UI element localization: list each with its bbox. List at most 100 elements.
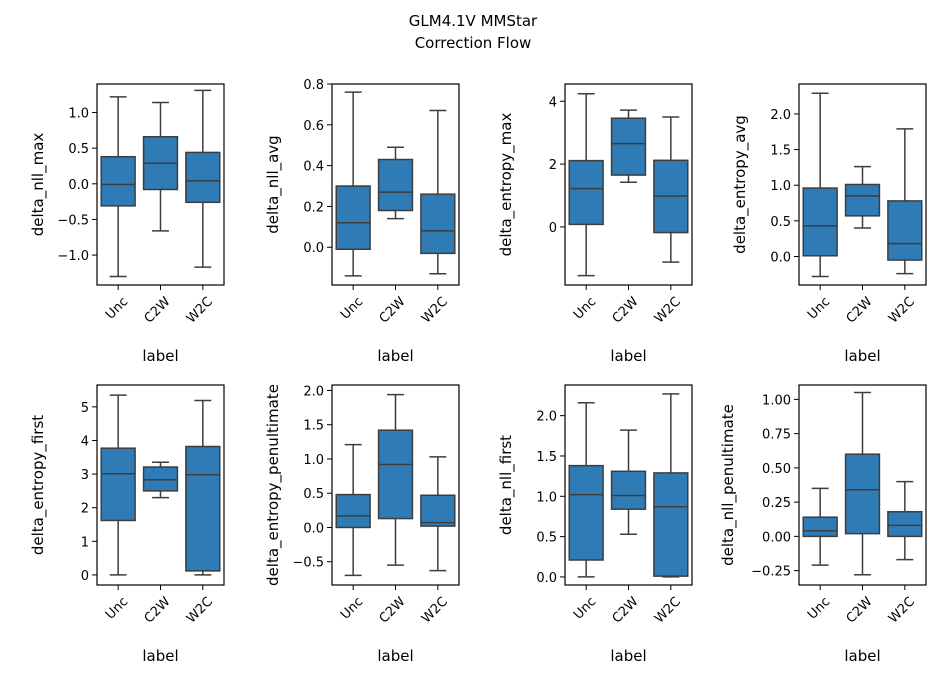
box-unc	[335, 443, 371, 577]
subplot-delta-nll-penultimate: −0.25 0.00 0.25 0.50 0.75 1.00 Unc C2W W2C label d…	[719, 384, 927, 665]
x-tick-label: W2C	[184, 294, 216, 326]
y-tick-label: 1.0	[68, 107, 89, 122]
y-axis-label: delta_entropy_max	[497, 113, 516, 257]
y-tick-label: 0.5	[770, 215, 791, 230]
x-axis-label: label	[142, 347, 178, 365]
y-axis-label: delta_nll_penultimate	[719, 404, 738, 566]
iqr-box	[335, 185, 371, 251]
x-tick-label: W2C	[652, 294, 684, 326]
y-tick-label: 1.00	[762, 393, 791, 408]
y-tick-label: −0.5	[57, 213, 89, 228]
iqr-box	[377, 158, 414, 212]
box-c2w	[377, 393, 414, 566]
y-tick-label: 5	[81, 401, 89, 416]
box-c2w	[377, 146, 414, 220]
y-tick-label: 1.0	[536, 490, 557, 505]
x-axis-label: label	[844, 647, 880, 665]
x-tick-label: C2W	[142, 294, 174, 326]
x-axis-label: label	[377, 347, 413, 365]
iqr-box	[100, 155, 136, 207]
y-tick-label: 4	[81, 434, 89, 449]
iqr-box	[377, 429, 414, 520]
iqr-box	[568, 159, 604, 226]
y-tick-label: 0.0	[68, 178, 89, 193]
y-tick-label: 0	[549, 221, 557, 236]
x-tick-label: Unc	[571, 594, 599, 622]
subplot-delta-entropy-max: 0 2 4 Unc C2W W2C label delta_entropy_max	[497, 83, 693, 365]
y-tick-label: 2.0	[536, 410, 557, 425]
iqr-box	[802, 187, 838, 257]
box-unc	[335, 91, 371, 277]
x-tick-label: W2C	[886, 594, 918, 626]
box-unc	[802, 487, 838, 566]
subplot-delta-nll-avg: 0.0 0.2 0.4 0.6 0.8 Unc C2W W2C label delta_nll_a…	[264, 78, 460, 365]
x-tick-label: C2W	[610, 294, 642, 326]
iqr-box	[610, 117, 647, 176]
y-tick-label: 0.0	[536, 571, 557, 586]
box-w2c	[887, 128, 923, 275]
y-tick-label: 0.5	[68, 142, 89, 157]
y-tick-label: 1.5	[303, 419, 324, 434]
y-tick-label: 0.0	[303, 241, 324, 256]
y-axis-label: delta_nll_first	[497, 435, 516, 535]
iqr-box	[100, 447, 136, 522]
box-c2w	[610, 109, 647, 184]
box-c2w	[844, 391, 881, 576]
x-axis-label: label	[610, 347, 646, 365]
subplot-delta-entropy-first: 0 1 2 3 4 5 Unc C2W W2C label delta_entropy_first	[29, 384, 225, 665]
x-axis-label: label	[610, 647, 646, 665]
iqr-box	[142, 466, 179, 492]
box-w2c	[185, 399, 221, 576]
box-w2c	[420, 109, 456, 275]
iqr-box	[887, 510, 923, 538]
x-tick-label: C2W	[142, 594, 174, 626]
box-w2c	[653, 393, 689, 578]
y-axis-label: delta_nll_max	[29, 133, 48, 237]
iqr-box	[420, 494, 456, 527]
box-w2c	[887, 480, 923, 561]
iqr-box	[802, 516, 838, 538]
y-tick-label: 0.00	[762, 530, 791, 545]
box-unc	[802, 92, 838, 278]
x-tick-label: Unc	[338, 594, 366, 622]
y-tick-label: 4	[549, 95, 557, 110]
y-tick-label: 0.8	[303, 78, 324, 93]
y-tick-label: 0.6	[303, 119, 324, 134]
box-unc	[568, 401, 604, 578]
subplot-delta-entropy-penultimate: −0.5 0.0 0.5 1.0 1.5 2.0 Unc C2W W2C label delta_e…	[264, 384, 460, 665]
box-unc	[568, 92, 604, 277]
x-tick-label: W2C	[886, 294, 918, 326]
x-tick-label: C2W	[377, 294, 409, 326]
iqr-box	[420, 193, 456, 255]
y-tick-label: 0.4	[303, 160, 324, 175]
box-c2w	[142, 461, 179, 499]
y-tick-label: 0.50	[762, 462, 791, 477]
iqr-box	[653, 472, 689, 577]
box-unc	[100, 394, 136, 576]
iqr-box	[610, 470, 647, 510]
y-tick-label: 2.0	[303, 384, 324, 399]
y-tick-label: 1.0	[303, 453, 324, 468]
y-tick-label: 3	[81, 468, 89, 483]
y-tick-label: 0.0	[303, 521, 324, 536]
y-tick-label: 1.5	[536, 450, 557, 465]
x-tick-label: C2W	[610, 594, 642, 626]
box-w2c	[185, 89, 221, 268]
y-tick-label: 2.0	[770, 108, 791, 123]
y-tick-label: 0.5	[303, 487, 324, 502]
y-axis-label: delta_nll_avg	[264, 135, 283, 233]
y-tick-label: 2	[81, 502, 89, 517]
box-unc	[100, 96, 136, 278]
y-axis-label: delta_entropy_penultimate	[264, 384, 283, 586]
x-tick-label: W2C	[419, 594, 451, 626]
x-axis-label: label	[377, 647, 413, 665]
x-tick-label: C2W	[844, 594, 876, 626]
x-tick-label: Unc	[805, 294, 833, 322]
iqr-box	[844, 183, 881, 217]
x-tick-label: W2C	[419, 294, 451, 326]
box-c2w	[610, 429, 647, 535]
y-tick-label: 1.5	[770, 144, 791, 159]
x-tick-label: C2W	[844, 294, 876, 326]
iqr-box	[844, 453, 881, 535]
